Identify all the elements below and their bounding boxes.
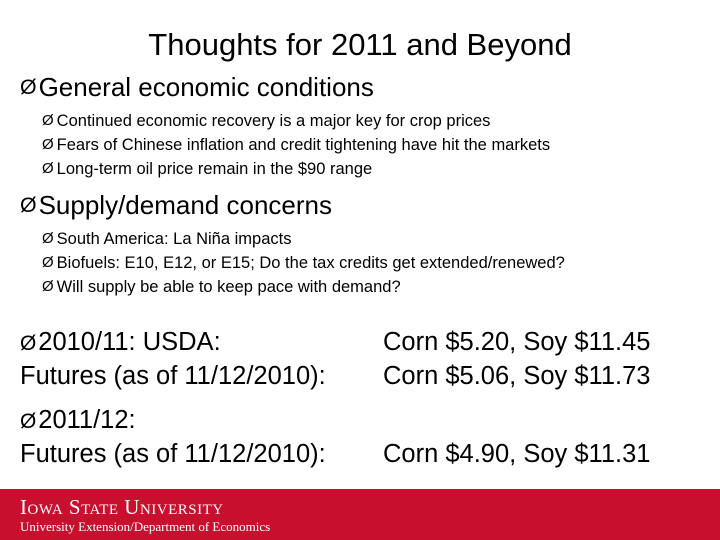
item-text: South America: La Niña impacts <box>56 230 292 248</box>
university-logo: Iowa State University <box>20 495 224 519</box>
slide-title: Thoughts for 2011 and Beyond <box>148 27 572 62</box>
list-item: Ø Fears of Chinese inflation and credit … <box>42 133 550 157</box>
item-text: Fears of Chinese inflation and credit ti… <box>56 136 551 154</box>
arrow-bullet-icon: Ø <box>20 75 37 99</box>
heading-text: Supply/demand concerns <box>38 190 332 220</box>
arrow-bullet-icon: Ø <box>42 254 54 271</box>
arrow-bullet-icon: Ø <box>20 193 37 217</box>
price-row: Ø2010/11: USDA: Corn $5.20, Soy $11.45 <box>20 325 650 359</box>
footer-bar: Iowa State University University Extensi… <box>0 489 720 540</box>
price-value: Corn $5.20, Soy $11.45 <box>383 328 651 356</box>
bullet-list: Ø South America: La Niña impacts Ø Biofu… <box>20 227 565 299</box>
section-economic-conditions: Ø General economic conditions Ø Continue… <box>20 72 550 181</box>
list-item: Ø Continued economic recovery is a major… <box>42 109 550 133</box>
arrow-bullet-icon: Ø <box>42 230 54 247</box>
arrow-bullet-icon: Ø <box>20 410 37 433</box>
section-heading: Ø Supply/demand concerns <box>20 190 565 221</box>
list-item: Ø Long-term oil price remain in the $90 … <box>42 157 550 181</box>
item-text: Biofuels: E10, E12, or E15; Do the tax c… <box>56 254 565 272</box>
arrow-bullet-icon: Ø <box>42 160 54 177</box>
price-value: Corn $4.90, Soy $11.31 <box>383 440 651 468</box>
heading-text: General economic conditions <box>38 72 374 102</box>
item-text: Continued economic recovery is a major k… <box>56 112 491 130</box>
department-text: University Extension/Department of Econo… <box>20 519 271 534</box>
list-item: Ø Biofuels: E10, E12, or E15; Do the tax… <box>42 251 565 275</box>
price-label: Futures (as of 11/12/2010): <box>20 362 326 390</box>
list-item: Ø South America: La Niña impacts <box>42 227 565 251</box>
price-label: Futures (as of 11/12/2010): <box>20 440 326 468</box>
price-row: Futures (as of 11/12/2010): Corn $4.90, … <box>20 437 650 471</box>
price-value: Corn $5.06, Soy $11.73 <box>383 362 651 390</box>
arrow-bullet-icon: Ø <box>42 278 54 295</box>
list-item: Ø Will supply be able to keep pace with … <box>42 275 565 299</box>
price-row: Ø2011/12: <box>20 403 326 437</box>
section-heading: Ø General economic conditions <box>20 72 550 103</box>
price-label: 2011/12: <box>38 406 136 434</box>
price-block-2010-11: Ø2010/11: USDA: Corn $5.20, Soy $11.45 F… <box>20 325 650 393</box>
section-supply-demand: Ø Supply/demand concerns Ø South America… <box>20 190 565 299</box>
price-label: 2010/11: USDA: <box>38 328 221 356</box>
arrow-bullet-icon: Ø <box>42 136 54 153</box>
arrow-bullet-icon: Ø <box>42 112 54 129</box>
price-block-2011-12: Ø2011/12: Futures (as of 11/12/2010): Co… <box>20 403 650 471</box>
arrow-bullet-icon: Ø <box>20 332 37 355</box>
item-text: Long-term oil price remain in the $90 ra… <box>56 160 373 178</box>
price-row: Futures (as of 11/12/2010): Corn $5.06, … <box>20 359 650 393</box>
item-text: Will supply be able to keep pace with de… <box>56 278 401 296</box>
bullet-list: Ø Continued economic recovery is a major… <box>20 109 550 181</box>
